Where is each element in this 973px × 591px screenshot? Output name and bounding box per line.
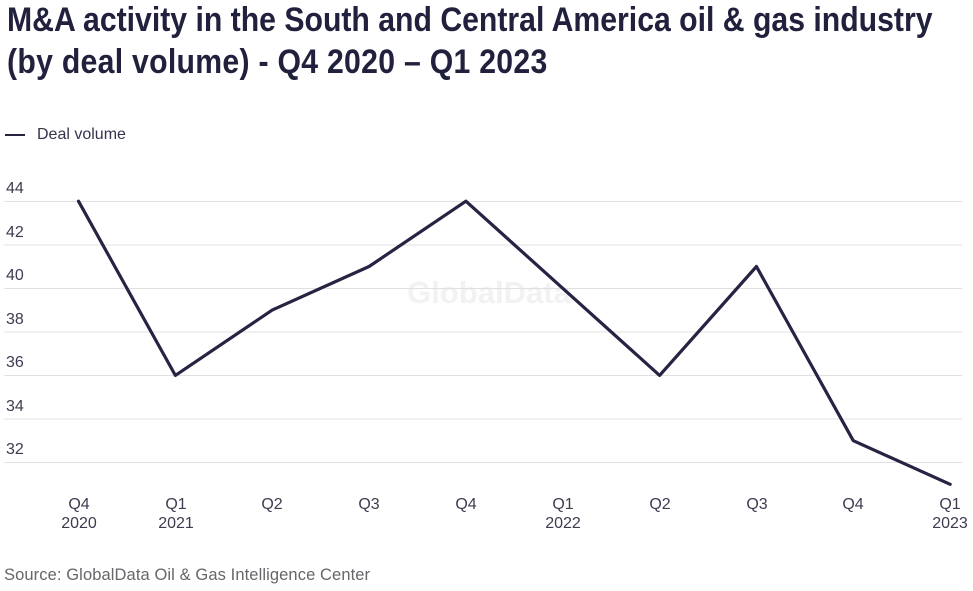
svg-text:GlobalData: GlobalData [407, 275, 571, 310]
